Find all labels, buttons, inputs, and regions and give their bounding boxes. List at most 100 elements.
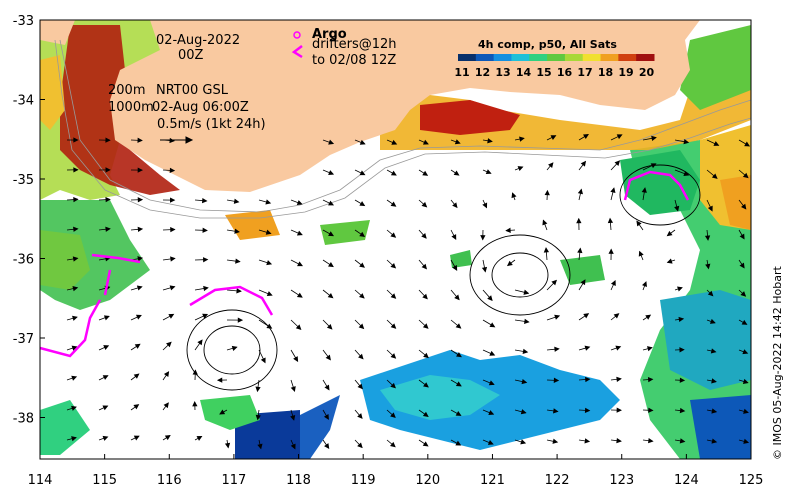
colorbar-tick-label: 15 [536,66,551,79]
current-arrowhead [679,347,685,353]
current-arrowhead [390,262,397,269]
scale-label: 0.5m/s (1kt 24h) [157,117,266,132]
credit-text-box: © IMOS 05-Aug-2022 14:42 Hobart [771,266,784,460]
current-arrowhead [71,375,78,381]
land-mass [40,20,700,192]
current-arrowhead [711,408,718,414]
current-arrowhead [224,442,231,449]
current-arrowhead [72,315,78,321]
current-arrowhead [203,285,209,292]
current-arrowhead [709,318,716,324]
current-arrowhead [487,138,493,144]
drifter-tracks [39,170,690,358]
colorbar-tick-label: 16 [557,66,573,79]
eddy-loops [186,164,701,391]
current-arrowhead [674,205,680,212]
current-arrowhead [233,198,240,204]
current-arrowhead [616,407,622,413]
colorbar-swatch [582,54,602,61]
current-arrowhead [583,134,589,140]
current-arrowhead [642,281,647,288]
current-arrowhead [678,316,685,323]
current-arrowhead [137,256,144,262]
current-arrowhead [552,438,559,444]
current-arrowhead [201,197,208,204]
current-arrowhead [297,261,303,267]
y-tick-label: -33 [13,14,34,29]
current-arrowhead [390,323,397,329]
colorbar-swatch [564,54,584,61]
current-arrowhead [455,410,462,416]
colorbar-swatch [636,54,655,61]
current-arrowhead [707,205,713,212]
product-time-label: 02-Aug 06:00Z [152,100,249,115]
current-arrowhead [192,401,198,407]
current-arrowhead [487,439,494,445]
current-arrowhead [548,162,554,168]
current-arrowhead [741,319,748,325]
current-arrowhead [102,435,109,441]
current-arrowhead [422,293,428,300]
argo-marker-icon [293,31,301,39]
current-arrowhead [739,262,745,269]
current-arrowhead [554,314,561,320]
x-tick-label: 114 [28,473,53,488]
current-arrowhead [551,279,557,286]
current-arrowhead [359,293,365,299]
current-arrowhead [451,234,457,240]
current-arrowhead [390,382,396,389]
current-arrowhead [707,290,714,297]
current-arrowhead [683,171,690,177]
colorbar-swatch [618,54,637,61]
current-arrowhead [105,137,111,143]
sst-field [40,20,751,459]
current-arrowhead [584,345,591,351]
current-arrowhead [489,322,496,328]
current-arrowhead [740,291,747,297]
current-arrowhead [359,231,366,237]
current-arrowhead [577,247,583,254]
current-arrowhead [576,217,582,224]
current-arrowhead [481,266,488,273]
current-arrowhead [453,170,460,176]
current-arrowhead [422,323,429,329]
current-arrowhead [488,410,495,416]
current-arrowhead [324,443,330,449]
current-arrowhead [168,313,175,319]
map-plot-area [39,19,752,460]
current-arrowhead [542,219,548,226]
current-arrowhead [711,438,718,444]
current-arrowhead [359,170,366,176]
colorbar-tick-label: 19 [618,66,633,79]
current-arrowhead [136,285,143,291]
x-tick-label: 124 [674,473,699,488]
current-arrowhead [739,233,745,240]
current-arrowhead [170,227,176,233]
colorbar-swatch [600,54,619,61]
current-arrowhead [357,383,363,390]
scale-arrow [160,136,194,144]
current-arrowhead [137,197,144,203]
contour-1000-label: 1000m [108,100,154,115]
current-arrowhead [390,441,396,448]
colorbar: 4h comp, p50, All Sats 11 12 13 14 15 16 17 18 1… [454,38,655,79]
current-arrowhead [265,229,272,235]
current-arrowhead [328,262,334,268]
product-label: NRT00 GSL [156,83,229,98]
current-arrowhead [237,317,244,323]
current-arrowhead [133,435,140,441]
current-arrowhead [711,378,717,384]
current-arrowhead [359,201,366,207]
current-arrowhead [583,313,590,319]
colorbar-swatch [529,54,548,61]
current-arrowhead [704,235,711,241]
current-arrowhead [169,197,176,203]
current-arrowhead [505,227,511,233]
colorbar-tick-label: 17 [577,66,592,79]
current-arrowhead [553,408,559,414]
drifter-marker-icon [291,45,303,59]
current-arrowhead [296,292,303,298]
current-arrowhead [454,139,461,145]
current-arrowhead [608,248,614,254]
